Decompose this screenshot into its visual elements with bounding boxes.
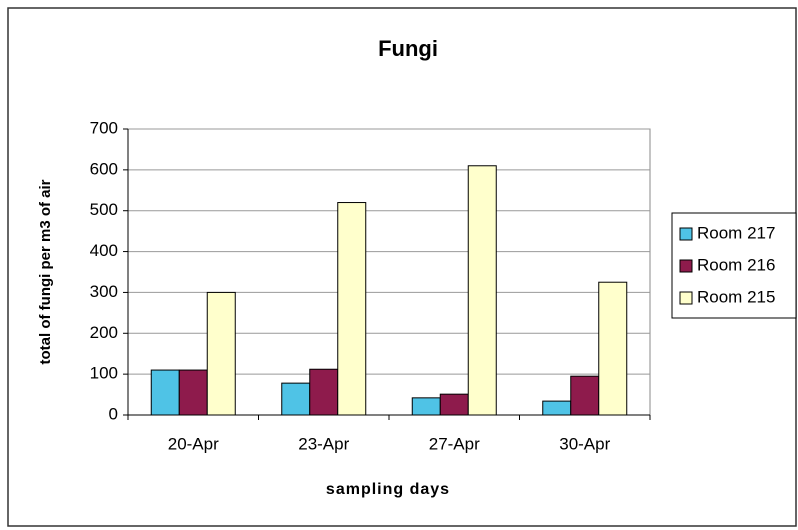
y-tick-label: 600 (90, 159, 118, 178)
x-axis-label: sampling days (326, 481, 450, 498)
bar (206, 291, 236, 416)
y-tick-label: 700 (90, 118, 118, 137)
legend-swatch (679, 291, 693, 305)
x-tick-label: 23-Apr (298, 434, 349, 453)
legend-label: Room 215 (697, 287, 775, 306)
y-tick-label: 500 (90, 200, 118, 219)
y-tick-label: 400 (90, 241, 118, 260)
chart-title: Fungi (378, 36, 438, 61)
bar (439, 393, 469, 416)
legend-swatch (679, 227, 693, 241)
bar (337, 202, 367, 416)
bar (178, 369, 208, 416)
bar (542, 400, 572, 416)
legend-label: Room 216 (697, 255, 775, 274)
legend-label: Room 217 (697, 223, 775, 242)
bar (309, 368, 339, 416)
x-tick-label: 27-Apr (429, 434, 480, 453)
bar (570, 375, 600, 416)
y-tick-label: 200 (90, 323, 118, 342)
y-tick-label: 100 (90, 364, 118, 383)
bar (150, 369, 180, 416)
bar (411, 397, 441, 416)
x-tick-label: 30-Apr (559, 434, 610, 453)
bar (467, 165, 497, 416)
bar (598, 281, 628, 416)
y-axis-label: total of fungi per m3 of air (37, 179, 54, 364)
legend-box (671, 212, 797, 319)
x-tick-label: 20-Apr (168, 434, 219, 453)
bar (281, 382, 311, 416)
y-tick-label: 300 (90, 282, 118, 301)
legend-swatch (679, 259, 693, 273)
y-tick-label: 0 (109, 404, 118, 423)
